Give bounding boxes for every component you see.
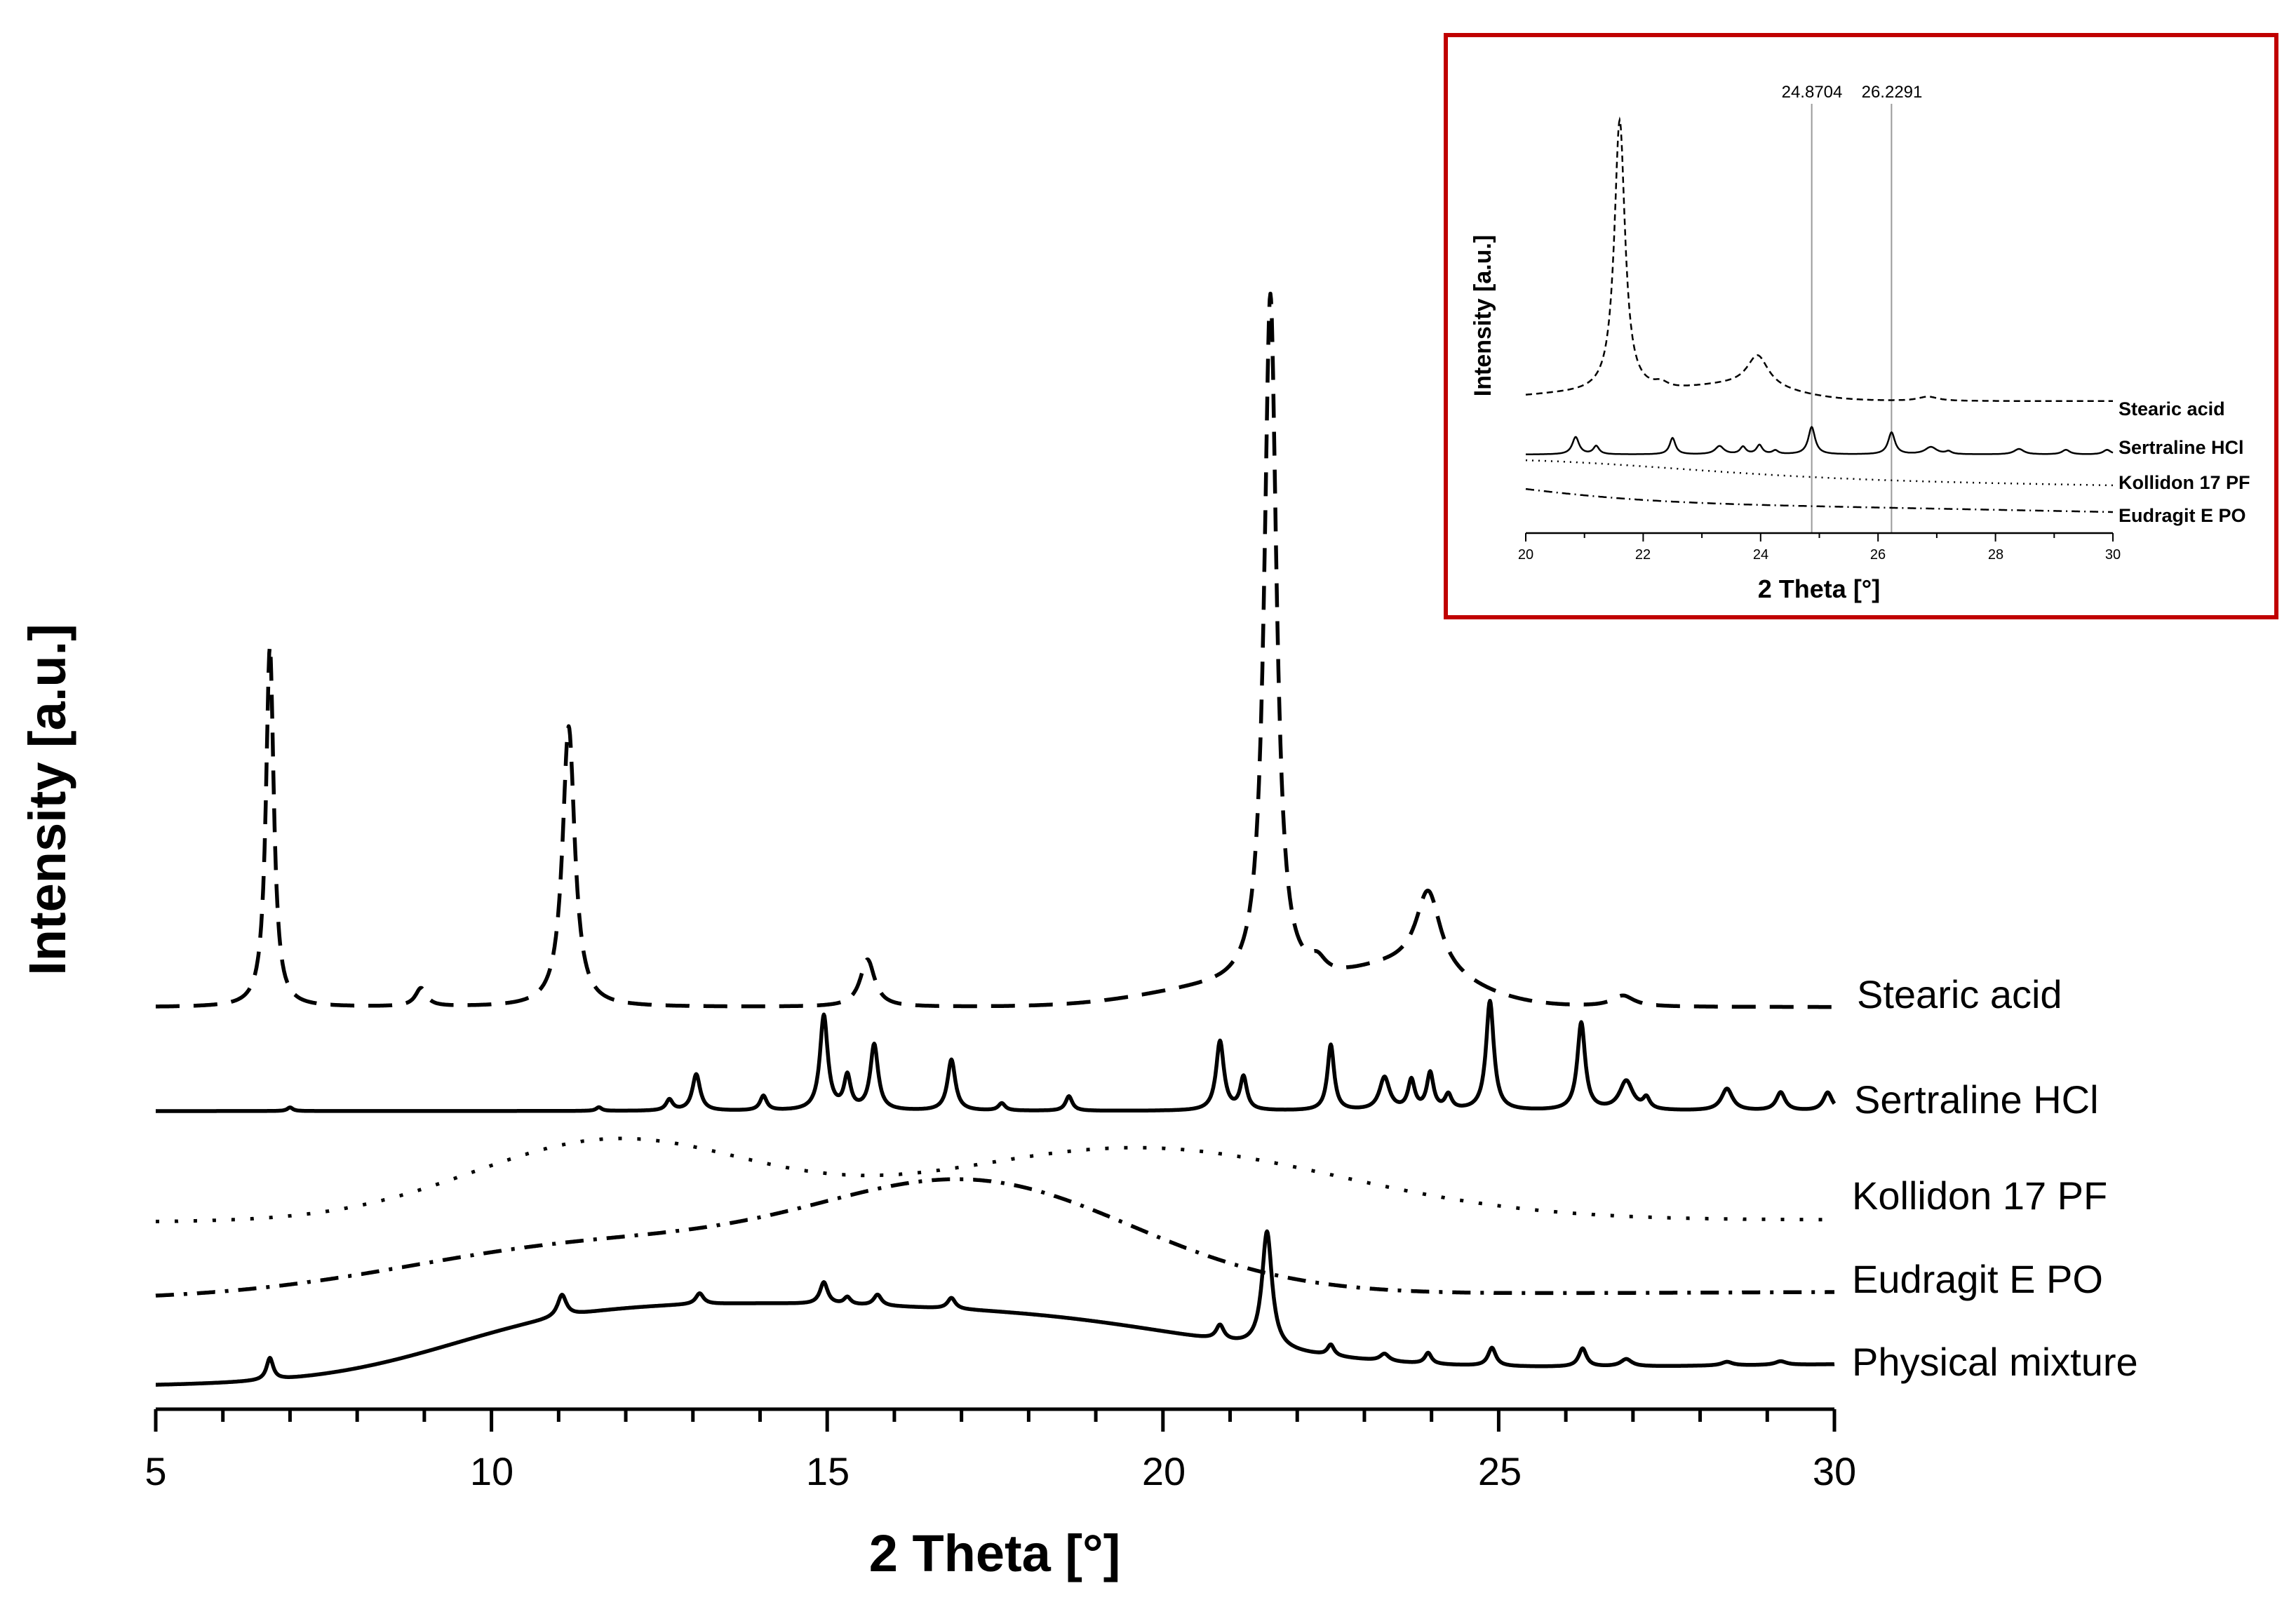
inset-x-tick-label: 24 xyxy=(1753,547,1768,563)
main-x-tick-label: 5 xyxy=(145,1449,166,1493)
trace-physical-mixture xyxy=(154,1229,1836,1387)
inset-trace-eudragit-e-po xyxy=(1525,488,2113,513)
inset-trace-stearic-acid xyxy=(1525,116,2113,403)
inset-y-axis-title: Intensity [a.u.] xyxy=(1470,235,1496,396)
main-x-tick-label: 30 xyxy=(1813,1449,1856,1493)
main-x-tick-label: 20 xyxy=(1142,1449,1186,1493)
inset-x-ticks xyxy=(1525,533,2114,542)
legend-label-sertraline-hcl: Sertraline HCl xyxy=(1854,1077,2099,1122)
inset-chart: 24.8704 26.2291 20 22 24 26 28 30 2 Thet… xyxy=(1444,33,2278,619)
inset-legend-kollidon-17-pf: Kollidon 17 PF xyxy=(2119,472,2250,493)
inset-legend-stearic-acid: Stearic acid xyxy=(2119,398,2225,419)
main-x-tick-label: 25 xyxy=(1478,1449,1522,1493)
inset-traces xyxy=(1525,116,2114,513)
inset-x-tick-label: 30 xyxy=(2105,547,2121,563)
inset-ref-label: 26.2291 xyxy=(1862,83,1923,102)
main-x-axis-title: 2 Theta [°] xyxy=(869,1524,1121,1582)
inset-legend-sertraline-hcl: Sertraline HCl xyxy=(2119,437,2244,458)
inset-legend-eudragit-e-po: Eudragit E PO xyxy=(2119,505,2246,526)
inset-x-axis-title: 2 Theta [°] xyxy=(1758,574,1880,603)
inset-border xyxy=(1444,33,2278,619)
inset-x-tick-label: 26 xyxy=(1870,547,1886,563)
main-chart: 5 10 15 20 25 30 2 Theta [°] Intensity [… xyxy=(18,291,2138,1582)
main-x-tick-label: 10 xyxy=(470,1449,513,1493)
inset-x-tick-label: 20 xyxy=(1518,547,1533,563)
legend-label-stearic-acid: Stearic acid xyxy=(1857,972,2062,1016)
trace-eudragit-e-po xyxy=(154,1177,1836,1298)
inset-reference-lines xyxy=(1811,104,1893,533)
legend-label-eudragit-e-po: Eudragit E PO xyxy=(1852,1257,2103,1301)
main-y-axis-title: Intensity [a.u.] xyxy=(18,624,76,976)
inset-x-tick-label: 28 xyxy=(1988,547,2003,563)
inset-ref-label: 24.8704 xyxy=(1782,83,1843,102)
main-x-ticks xyxy=(154,1409,1837,1432)
inset-trace-sertraline-hcl xyxy=(1526,426,2114,455)
inset-x-tick-label: 22 xyxy=(1635,547,1651,563)
legend-label-physical-mixture: Physical mixture xyxy=(1852,1340,2138,1384)
legend-label-kollidon-17-pf: Kollidon 17 PF xyxy=(1852,1174,2107,1218)
main-traces xyxy=(154,291,1837,1387)
trace-stearic-acid xyxy=(154,291,1836,1009)
trace-sertraline-hcl xyxy=(154,998,1837,1113)
trace-kollidon-17-pf xyxy=(154,1136,1836,1223)
main-x-tick-label: 15 xyxy=(806,1449,850,1493)
